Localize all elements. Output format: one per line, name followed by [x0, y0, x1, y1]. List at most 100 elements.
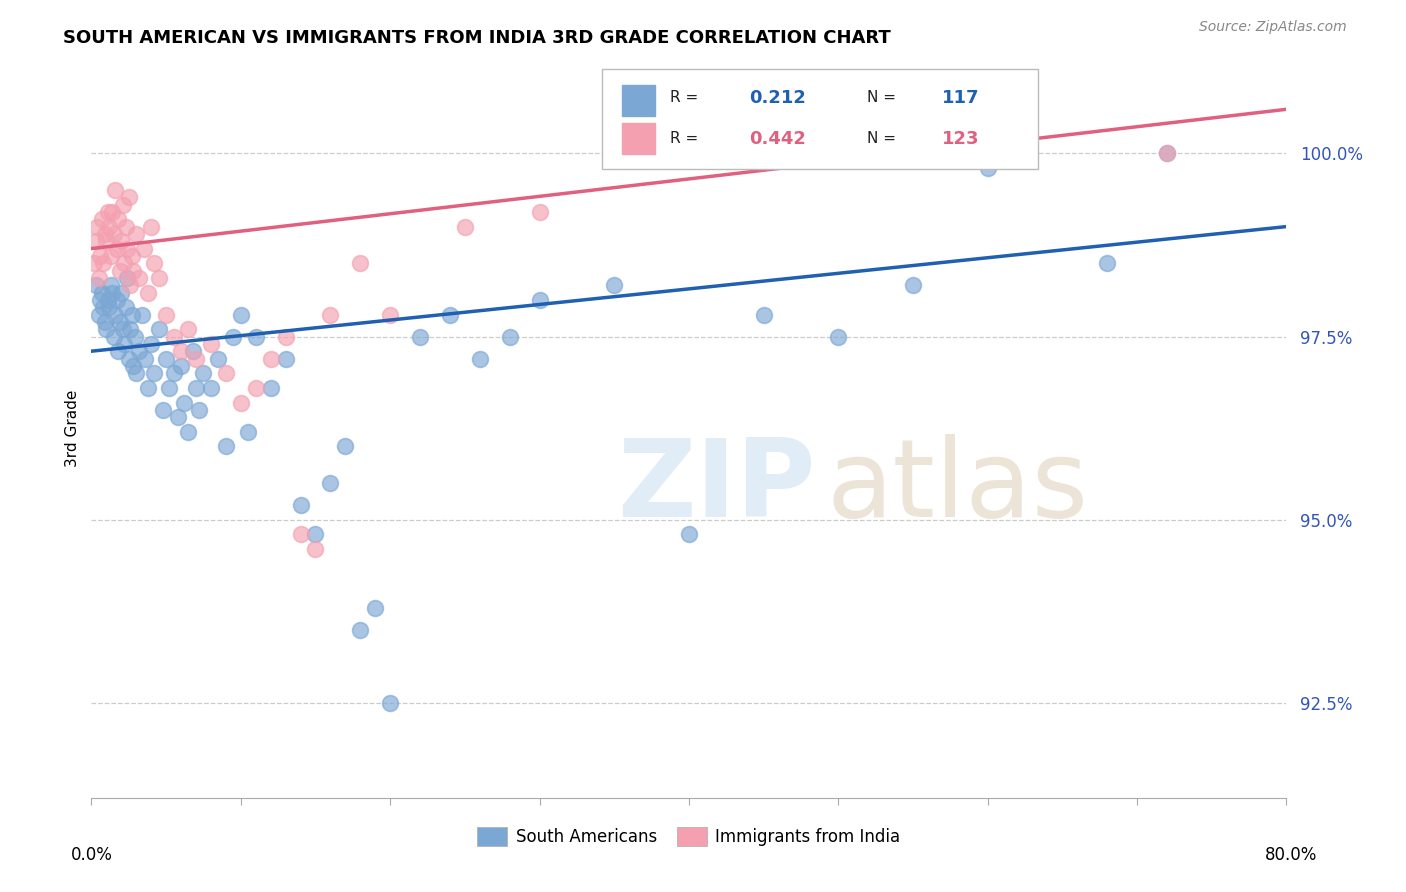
Point	[115, 242, 138, 256]
Y-axis label: 3rd Grade: 3rd Grade	[65, 390, 80, 467]
Point	[304, 542, 326, 557]
Point	[93, 300, 115, 314]
Text: 123: 123	[942, 129, 980, 148]
Point	[1156, 146, 1178, 161]
Point	[104, 308, 127, 322]
Point	[184, 381, 207, 395]
Point	[118, 351, 141, 366]
Point	[319, 476, 342, 491]
Point	[177, 425, 200, 439]
Point	[229, 395, 252, 409]
Point	[349, 256, 371, 270]
Point	[529, 205, 551, 219]
Text: R =: R =	[669, 131, 697, 146]
Point	[84, 234, 107, 248]
Point	[110, 234, 132, 248]
Point	[378, 696, 402, 710]
Point	[94, 227, 117, 241]
Point	[132, 242, 155, 256]
Point	[409, 329, 432, 343]
Point	[87, 308, 110, 322]
Point	[131, 308, 153, 322]
Point	[86, 219, 108, 234]
Point	[98, 219, 121, 234]
Point	[976, 161, 998, 175]
Point	[335, 440, 357, 454]
Point	[200, 381, 222, 395]
Text: atlas: atlas	[827, 434, 1088, 541]
Point	[229, 308, 252, 322]
Point	[114, 300, 136, 314]
Point	[901, 278, 924, 293]
Text: 0.212: 0.212	[748, 89, 806, 107]
Point	[107, 212, 129, 227]
Point	[162, 329, 184, 343]
Point	[107, 344, 129, 359]
Point	[155, 351, 177, 366]
Text: 0.0%: 0.0%	[70, 846, 112, 863]
Point	[96, 322, 118, 336]
Point	[114, 219, 136, 234]
Point	[89, 293, 111, 307]
Point	[128, 344, 150, 359]
Point	[439, 308, 461, 322]
Point	[136, 285, 159, 300]
Point	[120, 278, 142, 293]
Point	[122, 263, 145, 277]
Point	[108, 263, 131, 277]
Point	[200, 336, 222, 351]
Text: 117: 117	[942, 89, 980, 107]
Point	[83, 256, 105, 270]
Point	[101, 285, 124, 300]
Point	[125, 366, 148, 380]
Point	[167, 410, 190, 425]
Point	[112, 256, 135, 270]
Point	[97, 293, 120, 307]
Point	[120, 322, 142, 336]
Point	[603, 278, 626, 293]
Point	[103, 329, 125, 343]
Point	[111, 322, 134, 336]
Point	[110, 285, 132, 300]
Point	[93, 256, 115, 270]
Point	[118, 190, 141, 204]
Point	[274, 329, 297, 343]
Point	[162, 366, 184, 380]
Point	[245, 329, 267, 343]
Point	[207, 351, 229, 366]
Point	[89, 249, 111, 263]
Point	[115, 271, 138, 285]
Point	[222, 329, 245, 343]
Point	[104, 183, 127, 197]
Point	[498, 329, 520, 343]
Point	[170, 344, 193, 359]
Text: R =: R =	[669, 90, 697, 105]
Text: ZIP: ZIP	[617, 434, 815, 541]
Point	[238, 425, 260, 439]
Point	[141, 336, 162, 351]
Point	[124, 329, 146, 343]
Point	[188, 402, 211, 417]
Point	[752, 308, 775, 322]
Point	[1156, 146, 1178, 161]
Point	[245, 381, 267, 395]
Point	[98, 300, 121, 314]
Point	[215, 366, 238, 380]
Point	[84, 278, 107, 293]
Point	[181, 344, 204, 359]
Point	[304, 527, 326, 541]
Point	[529, 293, 551, 307]
Point	[105, 293, 128, 307]
Point	[96, 234, 118, 248]
Point	[103, 227, 125, 241]
Point	[121, 249, 143, 263]
Point	[319, 308, 342, 322]
Point	[184, 351, 207, 366]
Point	[290, 527, 312, 541]
Text: Source: ZipAtlas.com: Source: ZipAtlas.com	[1199, 20, 1347, 34]
Point	[100, 249, 122, 263]
Point	[100, 278, 122, 293]
Point	[468, 351, 491, 366]
Point	[105, 242, 128, 256]
Point	[259, 351, 281, 366]
